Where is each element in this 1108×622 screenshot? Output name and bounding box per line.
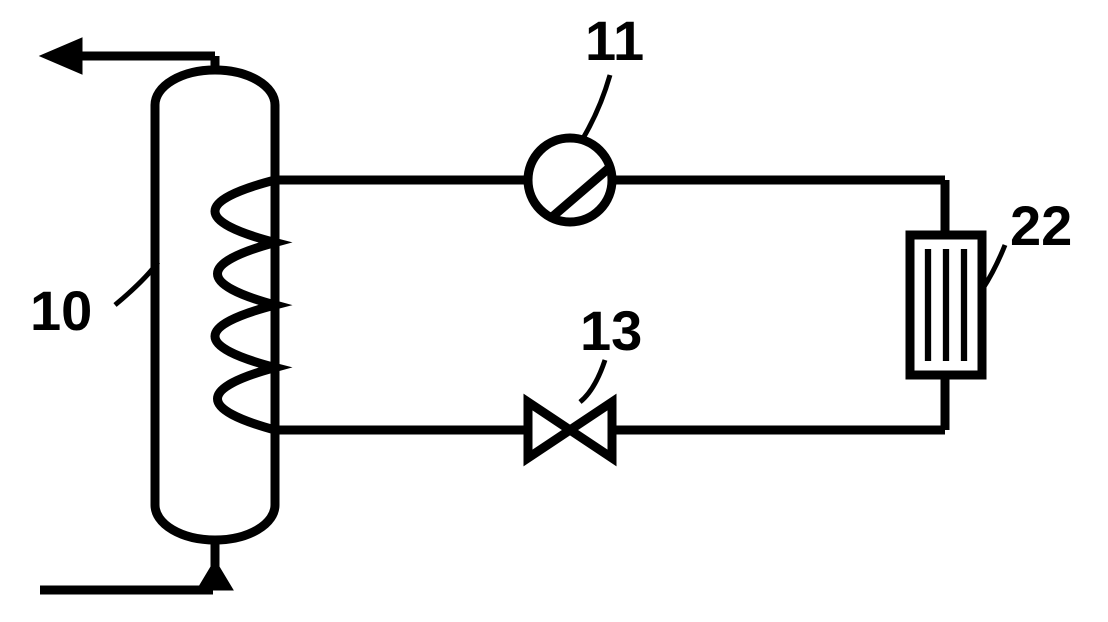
label-22: 22 [1010, 194, 1072, 257]
schematic-diagram: 10 11 13 22 [0, 0, 1108, 622]
label-10: 10 [30, 279, 92, 342]
outlet-arrow [40, 38, 82, 74]
vessel-coil [215, 180, 275, 430]
vessel-evaporator [155, 70, 275, 540]
label-11: 11 [585, 9, 644, 72]
expansion-valve-symbol [528, 402, 612, 458]
label-13: 13 [580, 299, 642, 362]
